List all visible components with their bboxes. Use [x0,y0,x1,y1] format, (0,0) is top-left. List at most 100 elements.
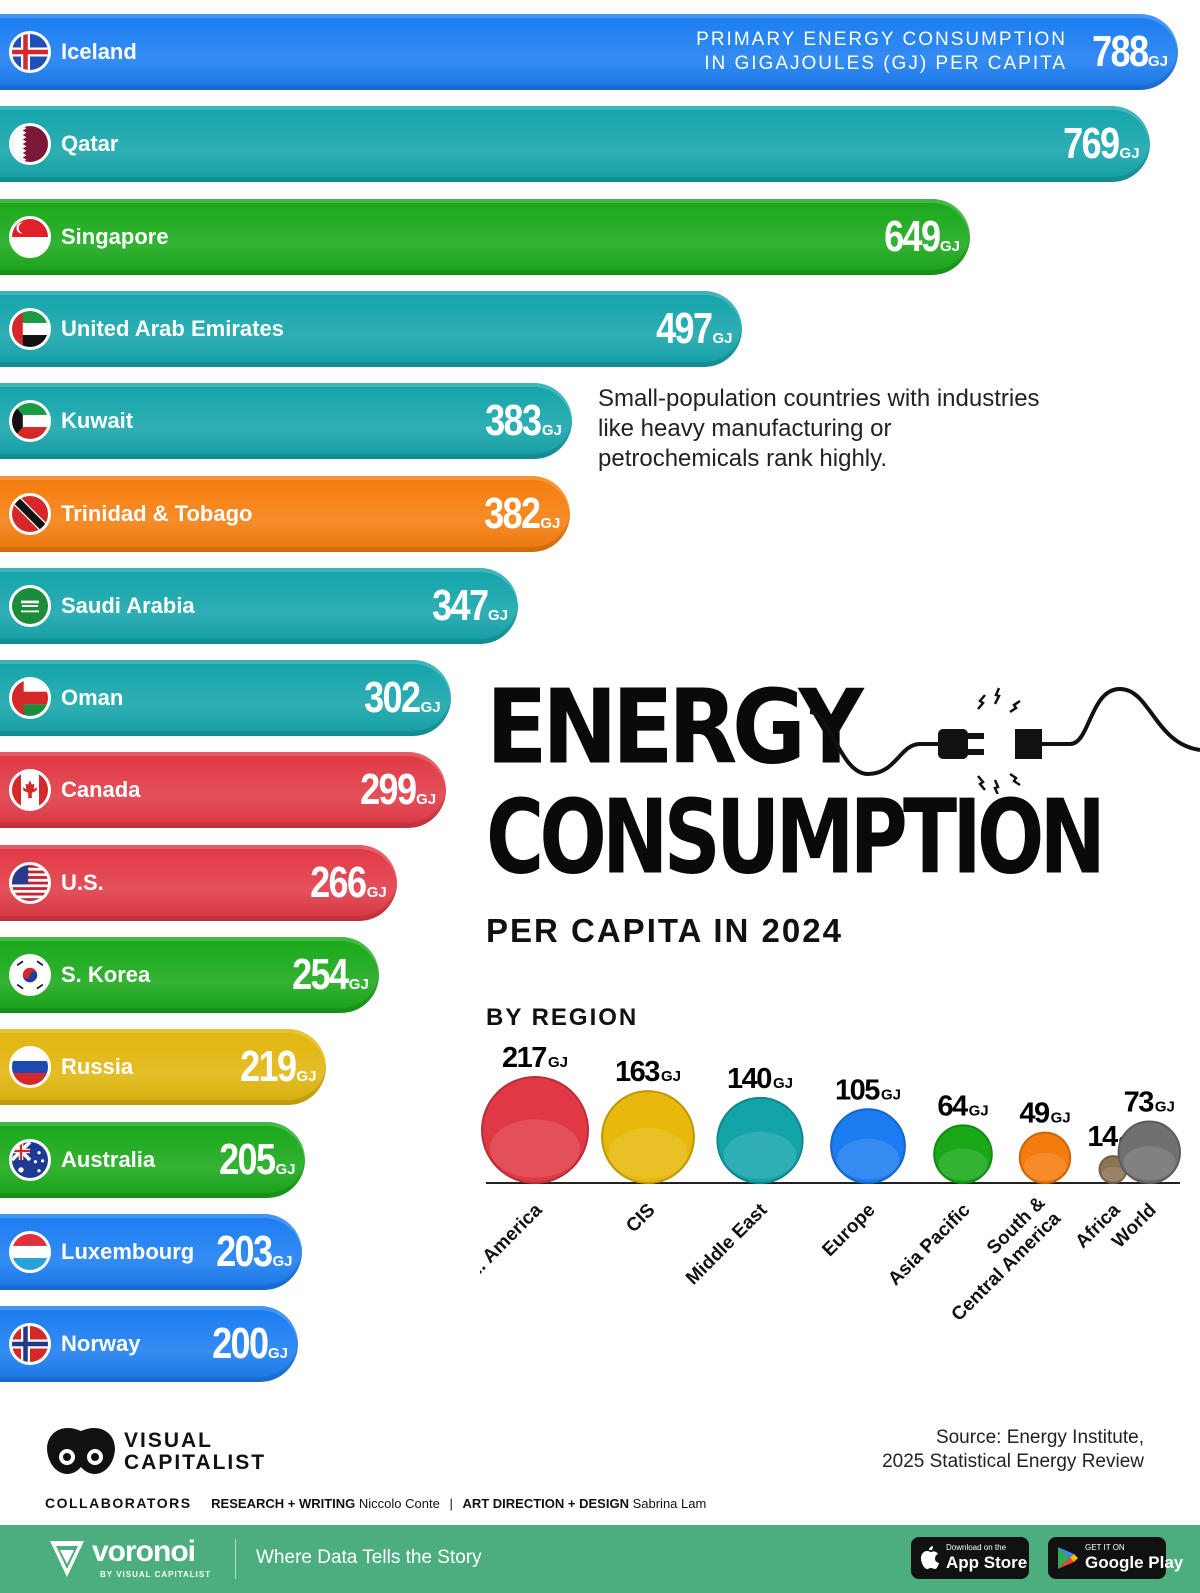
google-play-button[interactable]: GET IT ON Google Play [1048,1537,1183,1579]
oman-flag-icon [9,677,51,720]
region-label-asia-pacific: Asia Pacific [884,1199,975,1290]
value-unit: GJ [267,1345,288,1363]
title-line-1: ENERGY [486,668,864,788]
bar-australia: Australia 205GJ [0,1121,306,1198]
bubble-highlight [489,1119,581,1178]
bubble-n-america [481,1076,589,1184]
bubble-value-unit: GJ [1051,1110,1071,1127]
value-unit: GJ [420,699,441,717]
bubble-value-number: 64 [937,1090,968,1122]
value-label: 383GJ [473,383,562,469]
footer-tagline: Where Data Tells the Story [256,1547,482,1568]
value-label: 382GJ [472,476,560,562]
country-label: Iceland [61,39,137,64]
bar-norway: Norway 200GJ [0,1306,298,1383]
bubble-middle-east [716,1096,804,1184]
title-line-2: CONSUMPTION [486,778,1106,898]
voronoi-brand-sub: BY VISUAL CAPITALIST [100,1570,212,1579]
value-number: 299 [359,765,417,815]
value-number: 219 [240,1042,297,1092]
bubble-highlight [1123,1146,1176,1180]
bubble-value-label: 73 GJ [1124,1087,1175,1119]
bar-s-korea: S. Korea 254GJ [0,937,379,1013]
bubble-value-number: 73 [1124,1087,1155,1119]
value-label: 347GJ [420,568,508,654]
bubble-value-label: 49 GJ [1019,1098,1070,1130]
app-store-button[interactable]: Download on the App Store [911,1537,1029,1579]
country-label: Australia [61,1146,156,1172]
annotation-note: Small-population countries with industri… [598,385,1040,472]
bubble-highlight [836,1138,900,1180]
value-number: 302 [364,673,421,723]
value-label: 302GJ [352,660,440,746]
bubble-value-number: 163 [615,1056,660,1088]
qatar-flag-icon [9,123,51,166]
bubble-value-label: 64 GJ [937,1090,988,1122]
south-korea-flag-icon [9,954,51,996]
value-unit: GJ [296,1068,317,1086]
value-unit: GJ [939,237,960,255]
bubble-value-number: 49 [1019,1098,1050,1130]
bar-trinidad-and-tobago: Trinidad & Tobago 382GJ [0,475,571,552]
value-label: 205GJ [207,1122,295,1208]
bar-russia: Russia 219GJ [0,1029,327,1106]
voronoi-logo-icon [50,1541,84,1577]
bubble-highlight [1023,1152,1067,1181]
country-label: S. Korea [61,962,151,987]
footer-divider [235,1539,236,1579]
value-number: 497 [656,303,713,353]
voronoi-brand: voronoi [92,1535,196,1568]
canada-flag-icon [9,769,51,812]
apple-icon [921,1546,939,1569]
bubble-europe [830,1108,906,1184]
singapore-flag-icon [9,215,51,258]
value-label: 299GJ [348,752,436,838]
region-label-n-america: N. America [480,1199,547,1284]
value-number: 347 [431,580,489,630]
value-number: 200 [211,1319,269,1369]
saudi-arabia-flag-icon [9,584,51,627]
bubble-value-label: 163 GJ [615,1056,681,1088]
norway-flag-icon [9,1323,51,1366]
value-unit: GJ [348,976,369,993]
iceland-flag-icon [9,31,51,73]
bubble-value-unit: GJ [1155,1099,1175,1116]
collaborators-line: COLLABORATORS RESEARCH + WRITING Niccolo… [45,1495,707,1511]
value-unit: GJ [712,329,733,347]
region-label-cis: CIS [622,1200,659,1237]
russia-flag-icon [9,1046,51,1089]
visual-capitalist-logo [47,1427,115,1474]
bubble-highlight [938,1148,988,1181]
country-label: Russia [61,1054,134,1080]
value-unit: GJ [541,422,562,440]
bar-kuwait: Kuwait 383GJ [0,383,572,460]
country-label: Canada [61,777,141,803]
bubble-south-and-central-america [1018,1131,1072,1185]
value-label: 266GJ [298,845,386,931]
country-label: United Arab Emirates [61,315,284,341]
value-number: 254 [292,950,350,999]
value-number: 383 [485,396,543,446]
bubble-value-number: 105 [835,1074,880,1106]
value-unit: GJ [487,606,508,624]
value-number: 382 [484,488,541,538]
luxembourg-flag-icon [9,1230,51,1273]
bar-canada: Canada 299GJ [0,752,447,829]
bar-singapore: Singapore 649GJ [0,198,970,275]
australia-flag-icon [9,1138,51,1181]
google-play-icon [1058,1547,1078,1569]
bubble-cis [601,1090,695,1184]
country-label: Kuwait [61,408,134,434]
value-label: 200GJ [200,1306,288,1392]
bar-saudi-arabia: Saudi Arabia 347GJ [0,567,518,644]
value-label: 788GJ [1080,14,1168,100]
uae-flag-icon [9,307,51,350]
kuwait-flag-icon [9,400,51,443]
value-unit: GJ [272,1252,293,1270]
value-number: 266 [310,857,367,907]
bubble-asia-pacific [933,1124,993,1184]
value-number: 788 [1091,27,1149,76]
value-label: 769GJ [1051,106,1139,192]
subtitle: PER CAPITA IN 2024 [486,912,843,949]
